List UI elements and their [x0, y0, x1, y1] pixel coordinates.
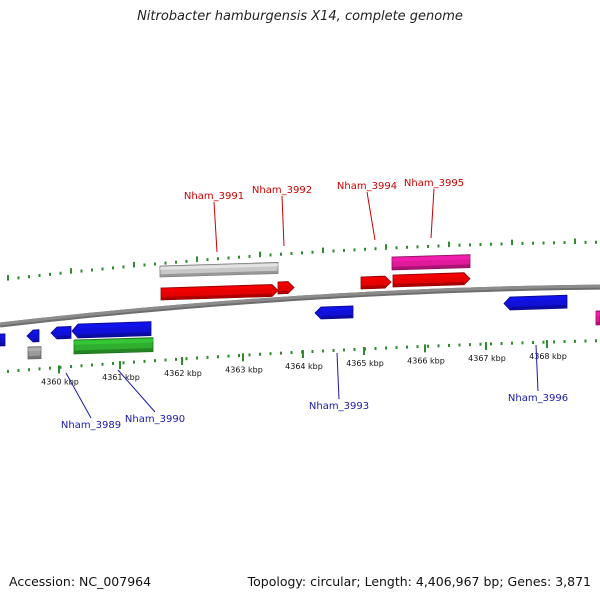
forward-gene-label[interactable]: Nham_3991	[184, 191, 244, 202]
ruler-label: 4360 kbp	[41, 377, 79, 386]
gene-pink-edge[interactable]	[595, 310, 600, 326]
gene-red-short[interactable]	[360, 275, 392, 290]
gene-blue-long[interactable]	[71, 321, 152, 339]
gene-red-small[interactable]	[277, 281, 295, 295]
reverse-gene-label[interactable]: Nham_3993	[309, 401, 369, 412]
ruler-label: 4366 kbp	[407, 356, 445, 365]
ruler-label: 4364 kbp	[285, 362, 323, 371]
reverse-gene-label[interactable]: Nham_3990	[125, 414, 185, 425]
accession-text: Accession: NC_007964	[9, 574, 152, 589]
forward-leader-line	[281, 195, 285, 247]
forward-leader-line	[366, 191, 376, 241]
genome-backbone-highlight	[0, 284, 600, 326]
gene-lightgray[interactable]	[159, 262, 279, 278]
gene-red-long[interactable]	[160, 284, 279, 301]
gene-blue-a[interactable]	[26, 329, 40, 343]
gene-green[interactable]	[73, 337, 154, 355]
gene-blue-b[interactable]	[50, 325, 72, 340]
reverse-gene-label[interactable]: Nham_3996	[508, 393, 568, 404]
forward-gene-label[interactable]: Nham_3995	[404, 178, 464, 189]
ruler-label: 4365 kbp	[346, 359, 384, 368]
reverse-leader-line	[336, 352, 340, 400]
ruler-label: 4362 kbp	[164, 369, 202, 378]
ruler-label: 4367 kbp	[468, 354, 506, 363]
gene-blue-c[interactable]	[314, 305, 354, 320]
reverse-leader-line	[535, 344, 539, 392]
gene-blue-d[interactable]	[503, 294, 568, 311]
gene-blue-edge[interactable]	[0, 333, 6, 347]
reverse-leader-line	[117, 369, 156, 413]
ruler-label: 4363 kbp	[225, 365, 263, 374]
genome-summary-text: Topology: circular; Length: 4,406,967 bp…	[247, 574, 591, 589]
forward-gene-label[interactable]: Nham_3992	[252, 185, 312, 196]
gene-gray-small[interactable]	[27, 346, 42, 360]
forward-gene-label[interactable]: Nham_3994	[337, 181, 397, 192]
forward-leader-line	[430, 188, 435, 239]
forward-leader-line	[213, 201, 218, 253]
ruler-label: 4361 kbp	[102, 373, 140, 382]
reverse-gene-label[interactable]: Nham_3989	[61, 420, 121, 431]
ruler-label: 4368 kbp	[529, 352, 567, 361]
gene-pink[interactable]	[391, 254, 471, 271]
reverse-leader-line	[65, 372, 92, 419]
map-title: Nitrobacter hamburgensis X14, complete g…	[137, 9, 463, 24]
gene-red-mid[interactable]	[392, 272, 471, 288]
